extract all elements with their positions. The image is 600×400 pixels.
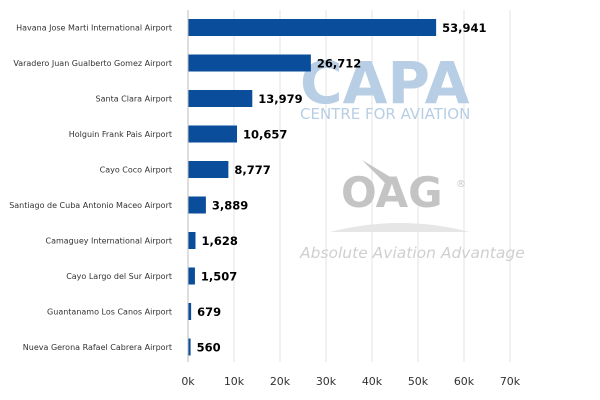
category-label: Guantanamo Los Canos Airport bbox=[47, 308, 172, 317]
bars bbox=[188, 19, 437, 356]
oag-logo-watermark: OAG bbox=[341, 168, 443, 217]
bar bbox=[188, 19, 437, 36]
data-label: 679 bbox=[197, 305, 221, 319]
x-tick-label: 10k bbox=[224, 375, 245, 388]
data-label: 8,777 bbox=[234, 163, 270, 177]
bar bbox=[188, 196, 206, 214]
category-label: Santiago de Cuba Antonio Maceo Airport bbox=[9, 201, 172, 210]
oag-swoosh-icon bbox=[362, 160, 392, 184]
data-label: 26,712 bbox=[317, 57, 361, 71]
data-label: 560 bbox=[197, 341, 221, 355]
x-tick-label: 50k bbox=[408, 375, 429, 388]
data-label: 1,628 bbox=[201, 234, 237, 248]
oag-registered-mark: ® bbox=[456, 179, 466, 190]
oag-tagline-watermark: Absolute Aviation Advantage bbox=[299, 244, 525, 262]
x-tick-label: 0k bbox=[181, 375, 195, 388]
oag-base-shape bbox=[330, 223, 470, 232]
bar bbox=[188, 90, 253, 107]
data-label: 13,979 bbox=[258, 92, 302, 106]
category-label: Varadero Juan Gualberto Gomez Airport bbox=[13, 59, 172, 68]
bar bbox=[188, 232, 196, 249]
bar bbox=[188, 54, 311, 72]
x-tick-label: 30k bbox=[316, 375, 337, 388]
x-tick-label: 70k bbox=[500, 375, 521, 388]
category-label: Cayo Coco Airport bbox=[100, 166, 172, 175]
bar bbox=[188, 303, 192, 320]
capa-logo-watermark: CAPA bbox=[300, 49, 470, 117]
data-label: 10,657 bbox=[243, 128, 287, 142]
x-tick-label: 60k bbox=[454, 375, 475, 388]
category-label: Havana Jose Marti International Airport bbox=[16, 24, 172, 33]
watermarks: CAPA CENTRE FOR AVIATION OAG ® Absolute … bbox=[299, 49, 525, 262]
bar bbox=[188, 125, 238, 143]
bar bbox=[188, 338, 191, 356]
x-tick-label: 20k bbox=[270, 375, 291, 388]
category-label: Nueva Gerona Rafael Cabrera Airport bbox=[23, 343, 172, 352]
capa-tagline-watermark: CENTRE FOR AVIATION bbox=[300, 105, 470, 123]
x-tick-label: 40k bbox=[362, 375, 383, 388]
category-label: Camaguey International Airport bbox=[45, 237, 172, 246]
category-label: Holguin Frank Pais Airport bbox=[69, 130, 172, 139]
x-axis-tick-labels: 0k 10k 20k 30k 40k 50k 60k 70k bbox=[181, 375, 520, 388]
data-labels: 53,941 26,712 13,979 10,657 8,777 3,889 1,628 1… bbox=[197, 21, 487, 355]
category-label: Santa Clara Airport bbox=[96, 95, 172, 104]
category-labels: Havana Jose Marti International Airport V… bbox=[9, 24, 172, 353]
data-label: 3,889 bbox=[212, 199, 248, 213]
data-label: 53,941 bbox=[442, 21, 486, 35]
bar bbox=[188, 161, 229, 178]
data-label: 1,507 bbox=[201, 270, 237, 284]
category-label: Cayo Largo del Sur Airport bbox=[66, 272, 172, 281]
bar bbox=[188, 267, 195, 285]
